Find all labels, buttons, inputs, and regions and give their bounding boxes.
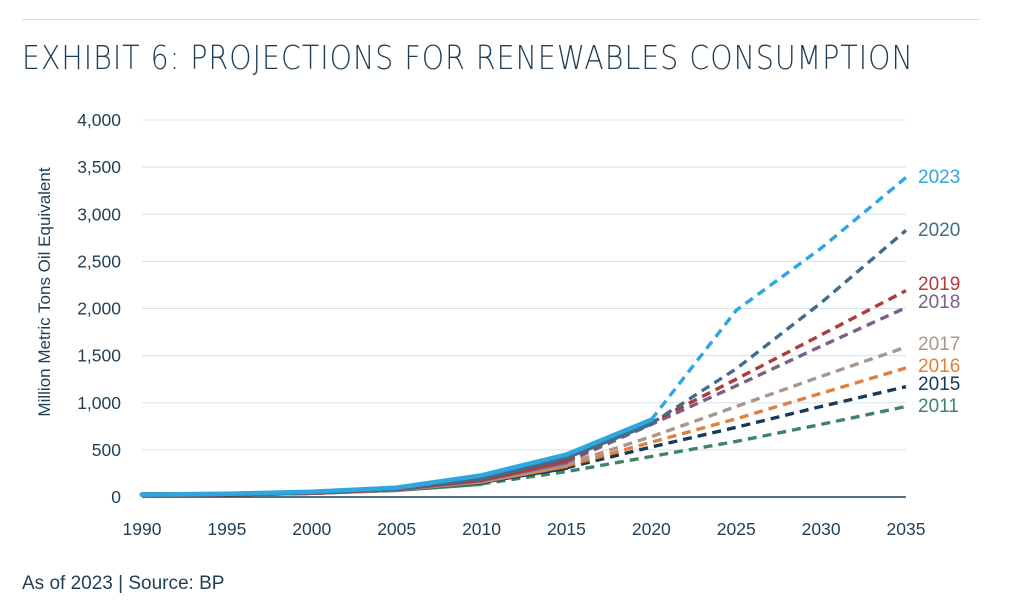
x-tick-label: 2000 [292,519,331,539]
x-tick-label: 2025 [717,519,756,539]
y-tick-label: 3,500 [77,157,121,177]
y-tick-label: 3,000 [77,204,121,224]
y-tick-label: 4,000 [77,110,121,130]
y-tick-label: 2,500 [77,251,121,271]
x-tick-label: 2015 [547,519,586,539]
series-historical-2020 [139,421,654,497]
y-tick-label: 1,000 [77,393,121,413]
series-label-2011: 2011 [918,396,959,417]
x-tick-label: 2030 [802,519,841,539]
series-label-2017: 2017 [918,334,960,355]
x-tick-label: 2005 [377,519,416,539]
y-tick-label: 500 [92,440,121,460]
series-projection-2011 [481,404,907,486]
series-label-2015: 2015 [918,374,960,395]
top-rule [22,19,980,20]
series-label-2020: 2020 [918,220,960,241]
y-tick-label: 0 [111,487,121,507]
series-lines [139,176,908,497]
source-note: As of 2023 | Source: BP [22,573,225,594]
page-title: EXHIBIT 6: PROJECTIONS FOR RENEWABLES CO… [22,38,914,77]
series-projection-2015 [565,385,907,470]
series-label-2018: 2018 [918,292,960,313]
series-projection-2017 [565,345,907,466]
x-tick-label: 1995 [207,519,246,539]
series-label-2016: 2016 [918,356,960,377]
y-axis-label: Million Metric Tons Oil Equivalent [35,167,54,416]
x-tick-label: 2035 [887,519,926,539]
x-tick-label: 1990 [123,519,162,539]
x-axis-ticks: 1990 1995 2000 2005 2010 2015 2020 2025 2030 2035 [123,519,926,539]
series-projection-2020 [650,229,908,425]
y-tick-label: 1,500 [77,346,121,366]
x-tick-label: 2020 [632,519,671,539]
x-tick-label: 2010 [462,519,501,539]
gridlines [142,119,906,498]
series-label-2019: 2019 [918,274,960,295]
y-tick-label: 2,000 [77,299,121,319]
series-label-2023: 2023 [918,167,960,188]
series-historical-2023 [139,417,654,497]
y-axis-ticks: 0 500 1,000 1,500 2,000 2,500 3,000 3,500 4,000 [77,110,121,507]
